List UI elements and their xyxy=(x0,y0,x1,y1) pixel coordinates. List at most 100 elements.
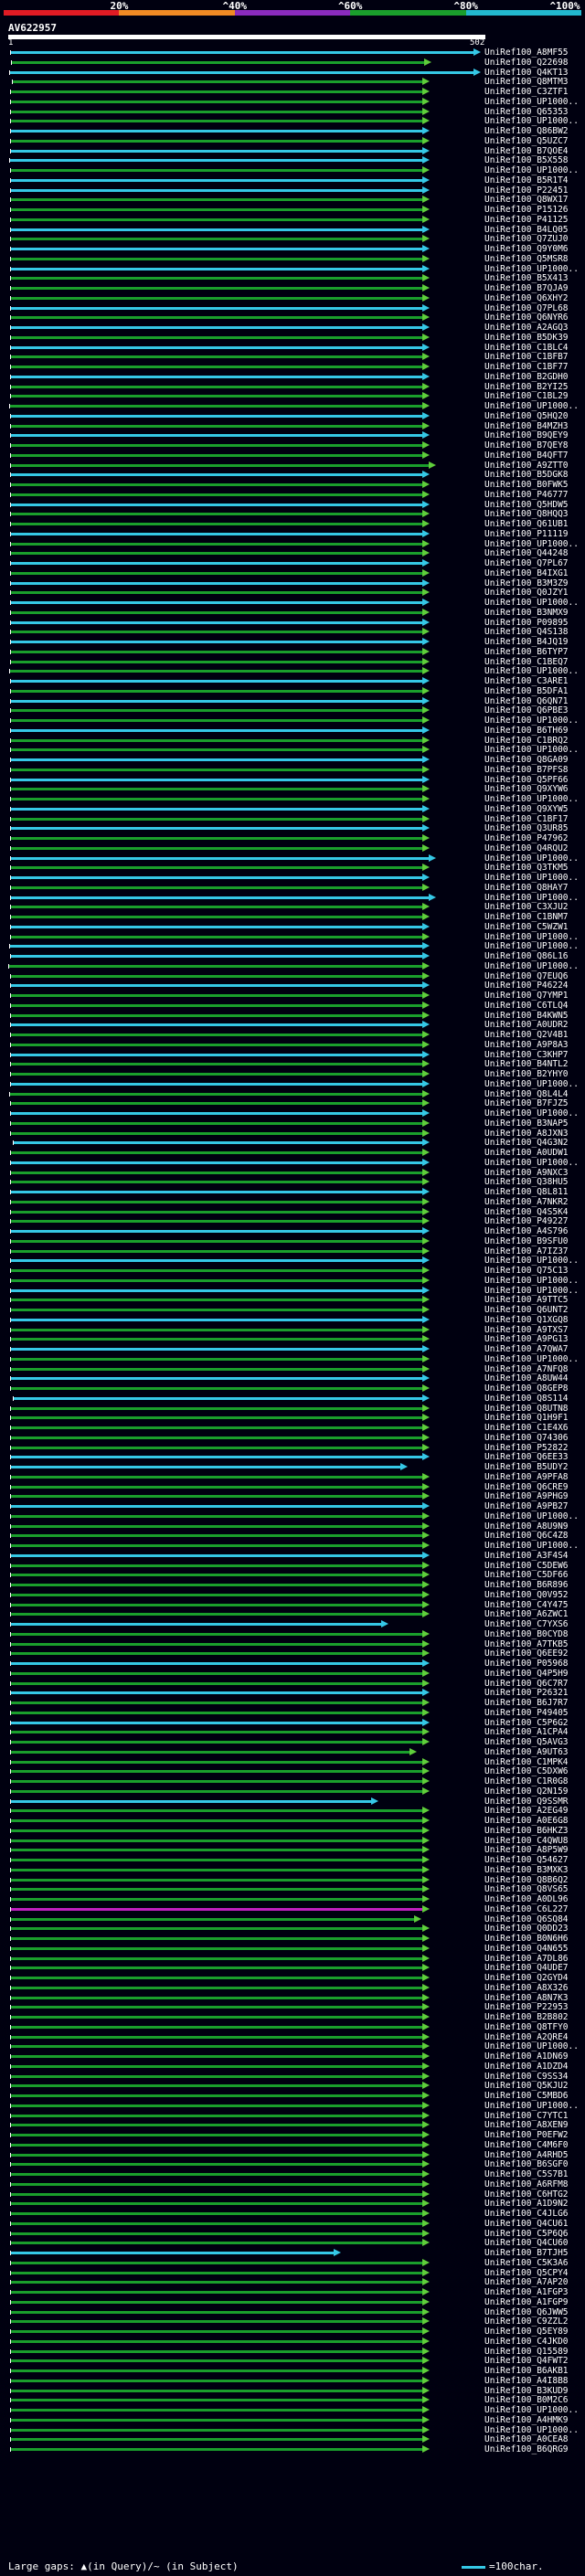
hit-label[interactable]: UniRef100_UP1000.. xyxy=(484,1353,579,1364)
hit-row[interactable]: UniRef100_C3ARE1 xyxy=(0,676,585,686)
hit-label[interactable]: UniRef100_C1MPK4 xyxy=(484,1756,569,1767)
hit-label[interactable]: UniRef100_Q2GYD4 xyxy=(484,1973,569,1983)
hit-label[interactable]: UniRef100_Q8WX17 xyxy=(484,195,569,206)
hit-row[interactable]: UniRef100_Q4N655 xyxy=(0,1944,585,1954)
hit-row[interactable]: UniRef100_Q5PF66 xyxy=(0,775,585,785)
hit-row[interactable]: UniRef100_C7YXS6 xyxy=(0,1619,585,1629)
hit-row[interactable]: UniRef100_UP1000.. xyxy=(0,1541,585,1551)
hit-label[interactable]: UniRef100_A0UDR2 xyxy=(484,1020,569,1031)
hit-label[interactable]: UniRef100_Q5CPY4 xyxy=(484,2267,569,2278)
hit-label[interactable]: UniRef100_Q7PL68 xyxy=(484,302,569,313)
hit-label[interactable]: UniRef100_C5K3A6 xyxy=(484,2257,569,2268)
hit-label[interactable]: UniRef100_A1CPA4 xyxy=(484,1727,569,1738)
hit-label[interactable]: UniRef100_B5X413 xyxy=(484,273,569,284)
hit-row[interactable]: UniRef100_A4S796 xyxy=(0,1226,585,1236)
hit-row[interactable]: UniRef100_C4Y475 xyxy=(0,1600,585,1610)
hit-label[interactable]: UniRef100_A7AP20 xyxy=(484,2277,569,2288)
hit-row[interactable]: UniRef100_C5P6G2 xyxy=(0,1718,585,1728)
hit-label[interactable]: UniRef100_C5DXW6 xyxy=(484,1766,569,1777)
hit-label[interactable]: UniRef100_C4JLG6 xyxy=(484,2209,569,2219)
hit-row[interactable]: UniRef100_P41125 xyxy=(0,215,585,225)
hit-label[interactable]: UniRef100_B6R896 xyxy=(484,1580,569,1590)
hit-row[interactable]: UniRef100_Q8TFY0 xyxy=(0,2022,585,2032)
hit-label[interactable]: UniRef100_C7YXS6 xyxy=(484,1619,569,1629)
hit-label[interactable]: UniRef100_UP1000.. xyxy=(484,853,579,864)
hit-label[interactable]: UniRef100_Q8HAY7 xyxy=(484,882,569,893)
hit-label[interactable]: UniRef100_B7FJZ5 xyxy=(484,1098,569,1109)
hit-label[interactable]: UniRef100_UP1000.. xyxy=(484,1108,579,1118)
hit-row[interactable]: UniRef100_Q8WX17 xyxy=(0,195,585,205)
hit-row[interactable]: UniRef100_A8N7K3 xyxy=(0,1993,585,2003)
hit-row[interactable]: UniRef100_B2YHY0 xyxy=(0,1069,585,1079)
hit-label[interactable]: UniRef100_C7YTC1 xyxy=(484,2110,569,2121)
hit-row[interactable]: UniRef100_B6QRG9 xyxy=(0,2444,585,2454)
hit-row[interactable]: UniRef100_P0EFW2 xyxy=(0,2130,585,2140)
hit-row[interactable]: UniRef100_B6TYP7 xyxy=(0,647,585,657)
hit-row[interactable]: UniRef100_UP1000.. xyxy=(0,716,585,726)
hit-label[interactable]: UniRef100_C3ZTF1 xyxy=(484,87,569,97)
hit-row[interactable]: UniRef100_A6ZWC1 xyxy=(0,1609,585,1619)
hit-row[interactable]: UniRef100_A0CEA8 xyxy=(0,2434,585,2444)
hit-label[interactable]: UniRef100_P46224 xyxy=(484,981,569,991)
hit-row[interactable]: UniRef100_B2GDH0 xyxy=(0,372,585,382)
hit-label[interactable]: UniRef100_A9PB27 xyxy=(484,1501,569,1511)
hit-label[interactable]: UniRef100_Q5HDW5 xyxy=(484,499,569,510)
hit-row[interactable]: UniRef100_A4HMK9 xyxy=(0,2415,585,2425)
hit-row[interactable]: UniRef100_Q75C13 xyxy=(0,1266,585,1276)
hit-label[interactable]: UniRef100_Q1XGQ8 xyxy=(484,1314,569,1325)
hit-label[interactable]: UniRef100_C1BFB7 xyxy=(484,352,569,363)
hit-row[interactable]: UniRef100_B0FWK5 xyxy=(0,480,585,490)
hit-row[interactable]: UniRef100_A1DN69 xyxy=(0,2051,585,2062)
hit-label[interactable]: UniRef100_Q0JZY1 xyxy=(484,588,569,599)
hit-label[interactable]: UniRef100_A8U9N9 xyxy=(484,1521,569,1532)
hit-row[interactable]: UniRef100_Q9SSMR xyxy=(0,1797,585,1807)
hit-label[interactable]: UniRef100_B5DFA1 xyxy=(484,685,569,696)
hit-label[interactable]: UniRef100_Q38HU5 xyxy=(484,1177,569,1188)
hit-label[interactable]: UniRef100_B7QOE4 xyxy=(484,145,569,156)
hit-label[interactable]: UniRef100_B7QEY8 xyxy=(484,440,569,451)
hit-label[interactable]: UniRef100_A3F4S4 xyxy=(484,1550,569,1561)
hit-row[interactable]: UniRef100_C9ZZL2 xyxy=(0,2316,585,2327)
hit-label[interactable]: UniRef100_A2EG49 xyxy=(484,1806,569,1817)
hit-row[interactable]: UniRef100_B4KWN5 xyxy=(0,1011,585,1021)
hit-row[interactable]: UniRef100_P11119 xyxy=(0,529,585,539)
hit-label[interactable]: UniRef100_Q3UR85 xyxy=(484,823,569,834)
hit-label[interactable]: UniRef100_P22451 xyxy=(484,185,569,196)
hit-row[interactable]: UniRef100_C1BL29 xyxy=(0,391,585,401)
hit-row[interactable]: UniRef100_C3XJU2 xyxy=(0,902,585,912)
hit-label[interactable]: UniRef100_A8N7K3 xyxy=(484,1992,569,2003)
hit-label[interactable]: UniRef100_A1FGP9 xyxy=(484,2296,569,2307)
hit-row[interactable]: UniRef100_Q6QN71 xyxy=(0,696,585,706)
hit-label[interactable]: UniRef100_Q86BW2 xyxy=(484,126,569,136)
hit-row[interactable]: UniRef100_A9PHG9 xyxy=(0,1491,585,1501)
hit-row[interactable]: UniRef100_C1MPK4 xyxy=(0,1757,585,1767)
hit-row[interactable]: UniRef100_A9PB27 xyxy=(0,1501,585,1511)
hit-row[interactable]: UniRef100_P22953 xyxy=(0,2002,585,2012)
hit-label[interactable]: UniRef100_C4Y475 xyxy=(484,1599,569,1610)
hit-row[interactable]: UniRef100_Q8GEP8 xyxy=(0,1383,585,1394)
hit-label[interactable]: UniRef100_UP1000.. xyxy=(484,873,579,883)
hit-row[interactable]: UniRef100_Q8L811 xyxy=(0,1187,585,1197)
hit-label[interactable]: UniRef100_Q6EE92 xyxy=(484,1648,569,1659)
hit-row[interactable]: UniRef100_Q6UNT2 xyxy=(0,1305,585,1315)
hit-label[interactable]: UniRef100_B9SFU0 xyxy=(484,1235,569,1246)
hit-row[interactable]: UniRef100_Q6XHY2 xyxy=(0,293,585,303)
hit-label[interactable]: UniRef100_C5DEW6 xyxy=(484,1560,569,1571)
hit-row[interactable]: UniRef100_UP1000.. xyxy=(0,873,585,883)
hit-label[interactable]: UniRef100_C1BEQ7 xyxy=(484,656,569,667)
hit-row[interactable]: UniRef100_Q4RQU2 xyxy=(0,843,585,853)
hit-row[interactable]: UniRef100_A8P5W9 xyxy=(0,1845,585,1855)
hit-label[interactable]: UniRef100_Q8MTM3 xyxy=(484,77,569,88)
hit-row[interactable]: UniRef100_Q8MTM3 xyxy=(0,77,585,87)
hit-label[interactable]: UniRef100_UP1000.. xyxy=(484,2041,579,2052)
hit-row[interactable]: UniRef100_B0CYD8 xyxy=(0,1629,585,1639)
hit-row[interactable]: UniRef100_B3NAP5 xyxy=(0,1118,585,1129)
hit-label[interactable]: UniRef100_P09895 xyxy=(484,617,569,628)
hit-label[interactable]: UniRef100_B0FWK5 xyxy=(484,480,569,490)
hit-label[interactable]: UniRef100_B6HKZ3 xyxy=(484,1825,569,1836)
hit-row[interactable]: UniRef100_A6RFM8 xyxy=(0,2179,585,2189)
hit-label[interactable]: UniRef100_Q2V4B1 xyxy=(484,1030,569,1040)
hit-row[interactable]: UniRef100_A2EG49 xyxy=(0,1806,585,1816)
hit-row[interactable]: UniRef100_B6AKB1 xyxy=(0,2366,585,2376)
hit-row[interactable]: UniRef100_UP1000.. xyxy=(0,1276,585,1286)
